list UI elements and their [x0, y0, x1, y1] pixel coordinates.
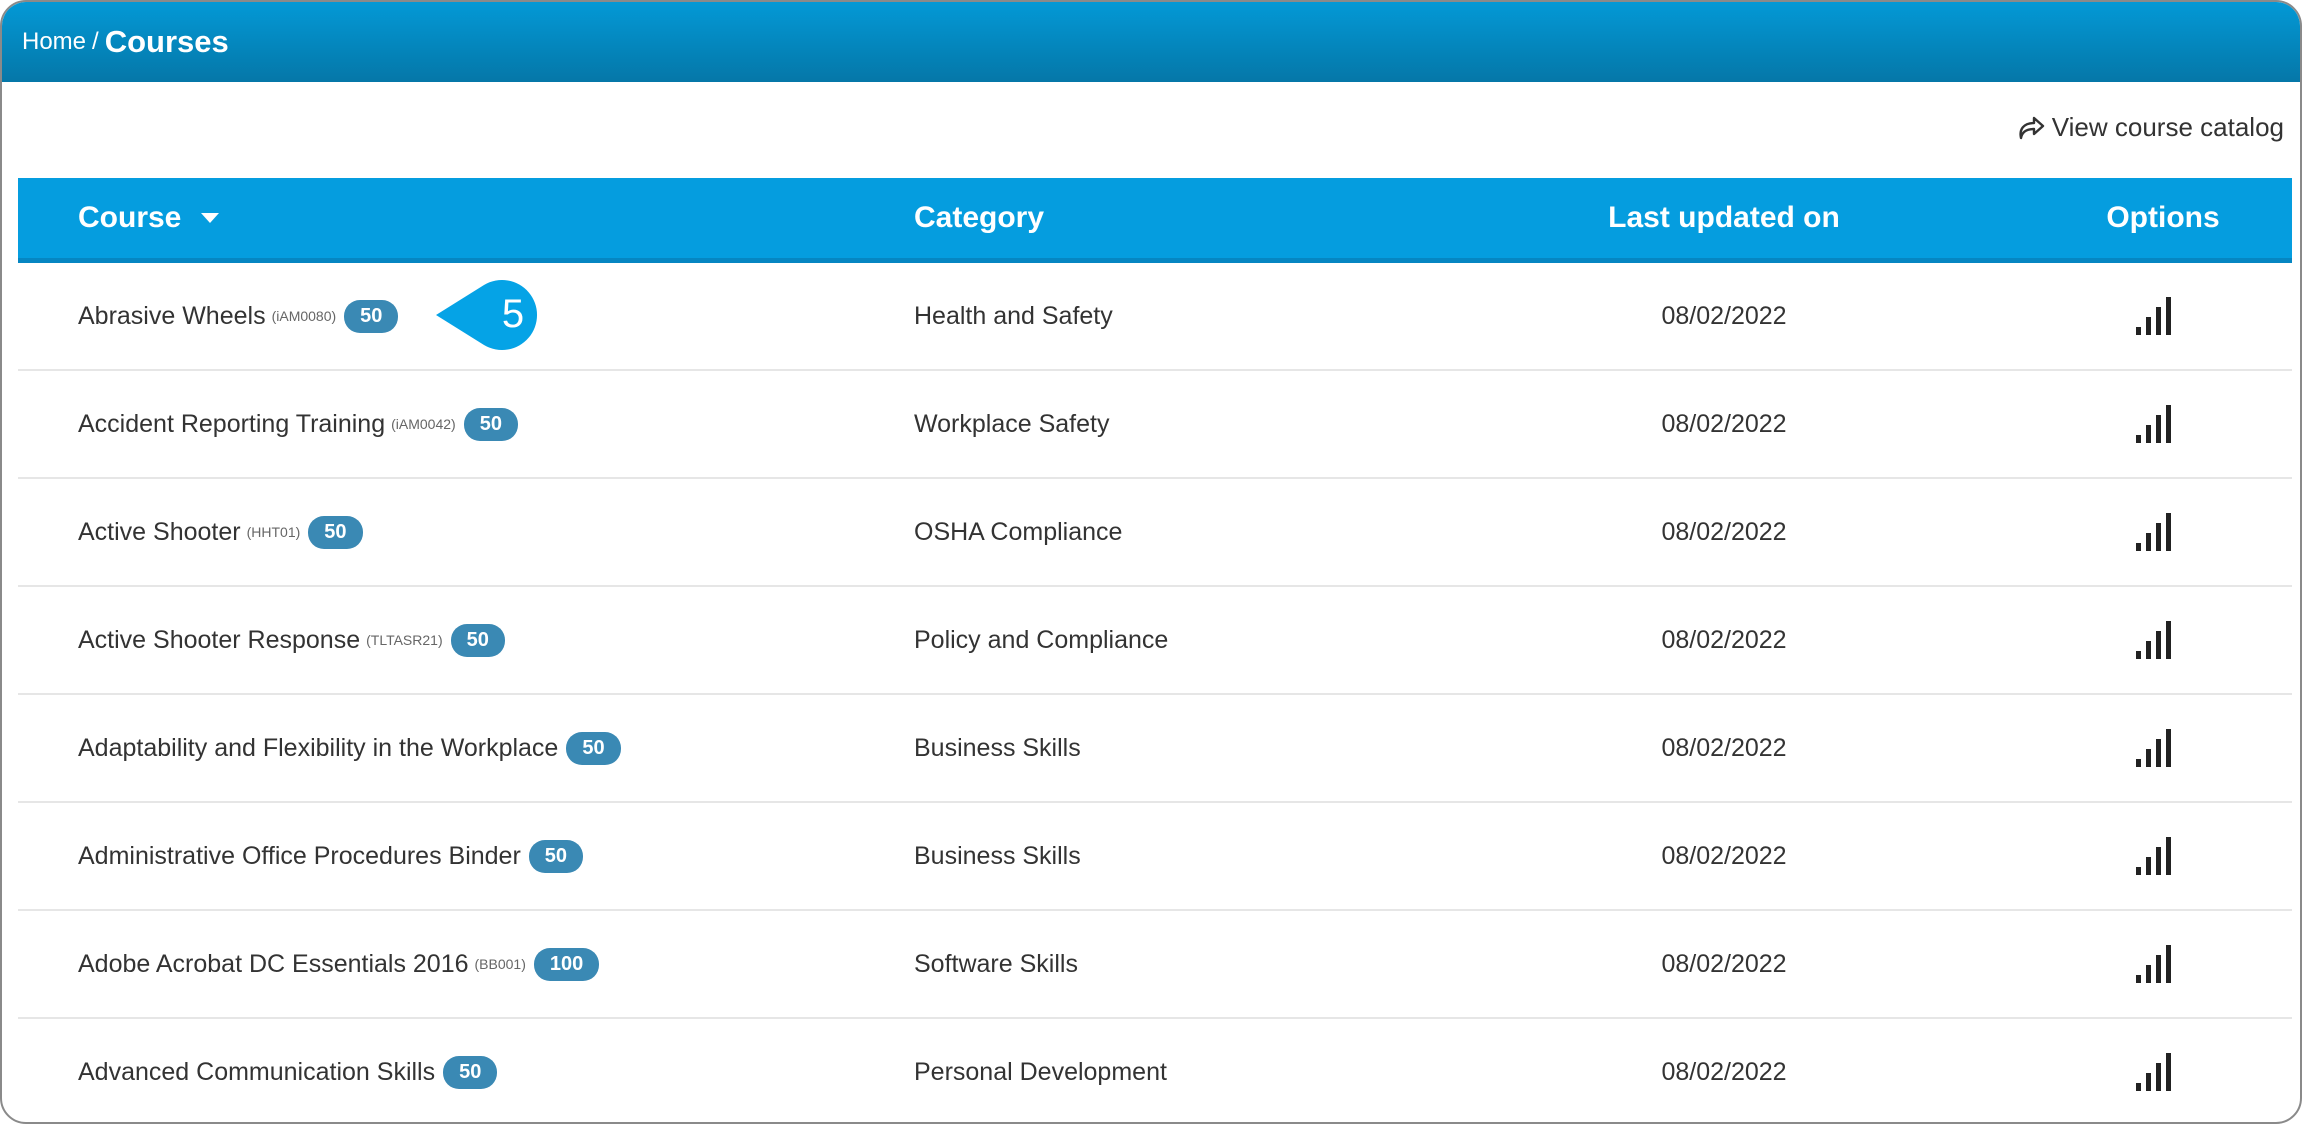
category-cell: Health and Safety [914, 301, 1113, 330]
course-badge: 100 [533, 947, 600, 981]
date-cell: 08/02/2022 [1661, 517, 1787, 546]
category-cell: Policy and Compliance [914, 625, 1169, 654]
column-category: Category [914, 201, 1045, 234]
options-bars-icon[interactable] [2135, 837, 2171, 875]
date-cell: 08/02/2022 [1661, 1057, 1787, 1086]
callout-marker: 5 [436, 280, 538, 350]
page-title: Courses [104, 24, 229, 59]
course-cell: Advanced Communication Skills 50 [18, 1055, 914, 1089]
options-cell [1974, 1053, 2292, 1091]
breadcrumb-home[interactable]: Home [22, 28, 87, 55]
date-cell: 08/02/2022 [1661, 301, 1787, 330]
column-course-label: Course [78, 201, 182, 234]
course-cell: Administrative Office Procedures Binder … [18, 839, 914, 873]
course-code: (BB001) [474, 956, 526, 972]
course-code: (iAM0042) [391, 416, 456, 432]
sort-caret-icon [201, 213, 220, 223]
options-cell [1974, 729, 2292, 767]
course-name[interactable]: Advanced Communication Skills [78, 1057, 436, 1086]
column-options: Options [2106, 201, 2220, 234]
course-cell: Active Shooter Response (TLTASR21) 50 [18, 623, 914, 657]
course-name[interactable]: Adaptability and Flexibility in the Work… [78, 733, 559, 762]
table-row: Abrasive Wheels (iAM0080) 50 Health and … [18, 263, 2292, 371]
breadcrumb-separator: / [92, 28, 99, 55]
course-cell: Adobe Acrobat DC Essentials 2016 (BB001)… [18, 947, 914, 981]
course-code: (TLTASR21) [366, 632, 443, 648]
options-bars-icon[interactable] [2135, 729, 2171, 767]
table-body: Abrasive Wheels (iAM0080) 50 Health and … [18, 263, 2292, 1122]
table-row: Adaptability and Flexibility in the Work… [18, 695, 2292, 803]
course-cell: Active Shooter (HHT01) 50 [18, 515, 914, 549]
course-name[interactable]: Accident Reporting Training [78, 409, 386, 438]
course-badge: 50 [308, 515, 363, 549]
options-cell [1974, 837, 2292, 875]
options-cell [1974, 945, 2292, 983]
category-cell: Business Skills [914, 841, 1081, 870]
course-name[interactable]: Administrative Office Procedures Binder [78, 841, 521, 870]
course-name[interactable]: Active Shooter [78, 517, 241, 546]
course-badge: 50 [566, 731, 621, 765]
column-course[interactable]: Course [18, 201, 914, 235]
table-row: Adobe Acrobat DC Essentials 2016 (BB001)… [18, 911, 2292, 1019]
table-header: Course Category Last updated on Options [18, 178, 2292, 263]
course-name[interactable]: Abrasive Wheels [78, 301, 266, 330]
options-bars-icon[interactable] [2135, 621, 2171, 659]
category-cell: OSHA Compliance [914, 517, 1123, 546]
course-badge: 50 [528, 839, 584, 873]
options-cell [1974, 297, 2292, 335]
course-cell: Adaptability and Flexibility in the Work… [18, 731, 914, 765]
table-row: Administrative Office Procedures Binder … [18, 803, 2292, 911]
date-cell: 08/02/2022 [1661, 733, 1787, 762]
course-badge: 50 [443, 1055, 498, 1089]
course-cell: Abrasive Wheels (iAM0080) 50 [18, 299, 914, 333]
table-row: Accident Reporting Training (iAM0042) 50… [18, 371, 2292, 479]
category-cell: Software Skills [914, 949, 1078, 978]
course-cell: Accident Reporting Training (iAM0042) 50 [18, 407, 914, 441]
options-cell [1974, 405, 2292, 443]
share-arrow-icon [2019, 116, 2044, 139]
course-badge: 50 [450, 623, 505, 657]
category-cell: Workplace Safety [914, 409, 1110, 438]
course-badge: 50 [344, 299, 399, 333]
date-cell: 08/02/2022 [1661, 949, 1787, 978]
courses-table: Course Category Last updated on Options … [18, 178, 2292, 1122]
course-badge: 50 [463, 407, 518, 441]
course-code: (iAM0080) [271, 308, 337, 324]
callout-number: 5 [502, 292, 524, 336]
date-cell: 08/02/2022 [1661, 625, 1787, 654]
catalog-link-label: View course catalog [2051, 112, 2284, 142]
options-bars-icon[interactable] [2135, 945, 2171, 983]
options-cell [1974, 513, 2292, 551]
course-code: (HHT01) [246, 524, 301, 540]
date-cell: 08/02/2022 [1661, 841, 1787, 870]
options-bars-icon[interactable] [2135, 1053, 2171, 1091]
options-bars-icon[interactable] [2135, 513, 2171, 551]
table-row: Active Shooter (HHT01) 50 OSHA Complianc… [18, 479, 2292, 587]
options-cell [1974, 621, 2292, 659]
table-row: Active Shooter Response (TLTASR21) 50 Po… [18, 587, 2292, 695]
course-name[interactable]: Adobe Acrobat DC Essentials 2016 [78, 949, 469, 978]
column-updated: Last updated on [1608, 201, 1840, 234]
options-bars-icon[interactable] [2135, 405, 2171, 443]
view-course-catalog-link[interactable]: View course catalog [2016, 112, 2284, 143]
table-row: Advanced Communication Skills 50 Persona… [18, 1019, 2292, 1122]
date-cell: 08/02/2022 [1661, 409, 1787, 438]
breadcrumb: Home / Courses [2, 2, 2300, 82]
category-cell: Business Skills [914, 733, 1081, 762]
category-cell: Personal Development [914, 1057, 1167, 1086]
course-name[interactable]: Active Shooter Response [78, 625, 361, 654]
options-bars-icon[interactable] [2135, 297, 2171, 335]
